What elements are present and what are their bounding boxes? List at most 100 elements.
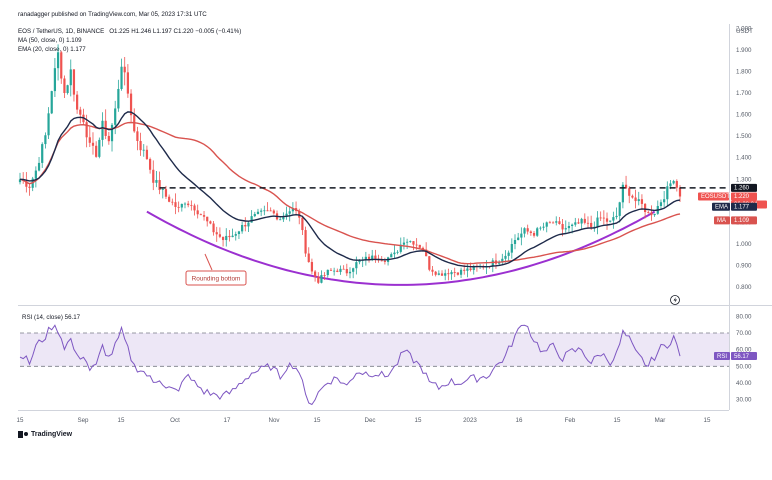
candle-body — [260, 210, 263, 212]
rsi-tick-label: 80.00 — [736, 313, 752, 320]
candle-body — [631, 195, 634, 198]
candle-body — [164, 189, 168, 197]
candle-body — [69, 69, 72, 86]
price-tick-label: 1.600 — [736, 112, 752, 119]
candle-body — [310, 262, 314, 272]
candle-body — [95, 145, 98, 157]
price-badge-bg — [731, 192, 757, 201]
candle-body — [110, 124, 114, 142]
candle-body — [501, 258, 504, 262]
candle-body — [348, 271, 352, 274]
candle-body — [437, 273, 440, 275]
ema-badge-text: 1.177 — [734, 204, 750, 210]
ema-20-line — [19, 111, 681, 268]
candle-body — [590, 222, 593, 228]
time-tick-label: Nov — [268, 417, 280, 424]
candle-body — [155, 180, 158, 183]
candle-body — [380, 260, 383, 262]
candle-body — [91, 142, 95, 146]
candle-body — [672, 181, 675, 184]
candle-body — [72, 69, 76, 95]
candle-body — [66, 85, 69, 94]
candle-body — [323, 275, 326, 276]
candle-body — [558, 221, 561, 224]
time-tick-label: 15 — [704, 417, 711, 424]
rsi-badge-bg — [731, 352, 757, 361]
candle-body — [453, 272, 456, 273]
candle-body — [545, 222, 548, 227]
candle-body — [285, 213, 288, 216]
candle-body — [56, 52, 60, 69]
candle-body — [202, 215, 206, 217]
candle-body — [599, 217, 602, 219]
candle-body — [237, 231, 241, 235]
candle-body — [459, 269, 463, 275]
candle-body — [333, 270, 336, 272]
candle-body — [526, 228, 529, 232]
candle-body — [44, 135, 47, 145]
candle-body — [282, 215, 285, 220]
price-tick-label: 1.400 — [736, 155, 752, 162]
price-tick-label: 1.900 — [736, 47, 752, 54]
candle-body — [517, 237, 520, 241]
candle-body — [145, 149, 149, 160]
candle-body — [18, 179, 22, 183]
candle-body — [615, 215, 618, 218]
level-badge-bg — [731, 183, 757, 192]
ema-tag-bg — [712, 202, 730, 211]
time-tick-label: 15 — [314, 417, 321, 424]
candle-body — [352, 268, 355, 272]
candle-body — [152, 169, 155, 183]
candle-body — [428, 256, 431, 270]
candle-body — [148, 159, 152, 170]
candle-body — [79, 109, 82, 115]
candle-body — [647, 212, 650, 213]
candle-body — [510, 244, 513, 253]
candle-body — [542, 226, 545, 228]
candle-body — [88, 137, 91, 143]
candle-body — [307, 253, 310, 263]
candle-body — [637, 199, 640, 202]
candle-body — [367, 256, 371, 260]
candle-body — [399, 244, 402, 252]
candle-body — [37, 162, 41, 171]
candle-body — [180, 203, 183, 208]
candle-body — [425, 249, 428, 257]
candle-body — [624, 184, 628, 189]
time-tick-label: 15 — [118, 417, 125, 424]
price-tick-label: 1.700 — [736, 90, 752, 97]
price-tick-label: 2.000 — [736, 25, 752, 32]
annotation-label: Rounding bottom — [192, 276, 241, 283]
time-tick-label: 17 — [224, 417, 231, 424]
candle-body — [675, 181, 678, 188]
candle-body — [266, 210, 269, 212]
candle-body — [447, 273, 450, 275]
candle-body — [218, 234, 222, 237]
candle-body — [107, 135, 110, 142]
candle-body — [253, 214, 256, 217]
candle-body — [402, 242, 406, 245]
candle-body — [609, 220, 612, 222]
candle-body — [139, 140, 142, 151]
symbol-badge-bg — [698, 192, 729, 201]
price-badges: 1.2601.22006:28:04EOSUSDT1.177EMA1.109MA… — [698, 183, 767, 361]
time-tick-label: Dec — [364, 417, 375, 424]
candle-body — [605, 218, 609, 222]
candle-body — [288, 211, 291, 214]
candle-body — [250, 216, 253, 223]
candle-body — [60, 52, 63, 79]
tradingview-logo: TradingView — [18, 428, 72, 440]
rsi-line — [19, 324, 681, 406]
candle-body — [212, 223, 215, 233]
candle-body — [358, 260, 361, 263]
candle-body — [431, 269, 434, 272]
candle-body — [539, 227, 542, 229]
annotation-box — [185, 270, 247, 286]
candle-body — [456, 272, 459, 275]
candle-body — [659, 202, 663, 206]
candle-body — [256, 211, 260, 215]
candle-body — [564, 228, 567, 230]
candle-body — [555, 221, 558, 223]
ma-tag-text: MA — [717, 218, 726, 224]
symbol-line: EOS / TetherUS, 1D, BINANCE O1.225 H1.246… — [18, 28, 241, 35]
